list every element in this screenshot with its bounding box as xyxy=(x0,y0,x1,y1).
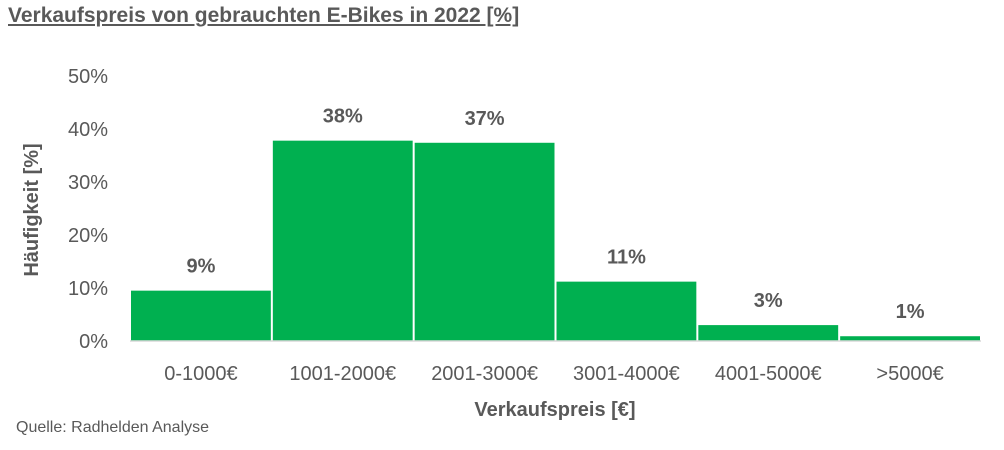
x-tick-label: 2001-3000€ xyxy=(431,363,538,385)
y-tick-label: 10% xyxy=(68,278,108,300)
bar-value-label: 3% xyxy=(754,290,783,312)
bar xyxy=(840,336,980,341)
bar-value-labels: 9% 38% 37% 11% 3% 1% xyxy=(186,106,924,324)
x-axis-ticks: 0-1000€ 1001-2000€ 2001-3000€ 3001-4000€ 400… xyxy=(164,363,944,385)
y-tick-label: 0% xyxy=(79,331,108,353)
x-tick-label: 1001-2000€ xyxy=(289,363,396,385)
x-tick-label: 0-1000€ xyxy=(164,363,237,385)
chart-title: Verkaufspreis von gebrauchten E-Bikes in… xyxy=(8,4,520,27)
source-note: Quelle: Radhelden Analyse xyxy=(16,419,210,436)
bar-value-label: 11% xyxy=(607,247,646,269)
bar-value-label: 38% xyxy=(323,106,363,128)
y-tick-label: 30% xyxy=(68,172,108,194)
bar xyxy=(131,290,271,341)
y-tick-label: 20% xyxy=(68,225,108,247)
bar xyxy=(698,325,839,341)
bar xyxy=(272,140,413,341)
x-tick-label: 4001-5000€ xyxy=(715,363,822,385)
y-axis-label: Häufigkeit [%] xyxy=(21,143,43,276)
bars xyxy=(131,140,980,341)
bar-value-label: 9% xyxy=(186,256,215,278)
y-axis-ticks: 0% 10% 20% 30% 40% 50% xyxy=(68,66,108,353)
x-tick-label: 3001-4000€ xyxy=(573,363,680,385)
bar xyxy=(556,281,697,341)
x-axis-label: Verkaufspreis [€] xyxy=(474,399,635,421)
bar-value-label: 37% xyxy=(465,108,505,130)
y-tick-label: 40% xyxy=(68,119,108,141)
bar xyxy=(414,142,555,341)
x-tick-label: >5000€ xyxy=(876,363,943,385)
y-tick-label: 50% xyxy=(68,66,108,88)
bar-value-label: 1% xyxy=(896,301,925,323)
